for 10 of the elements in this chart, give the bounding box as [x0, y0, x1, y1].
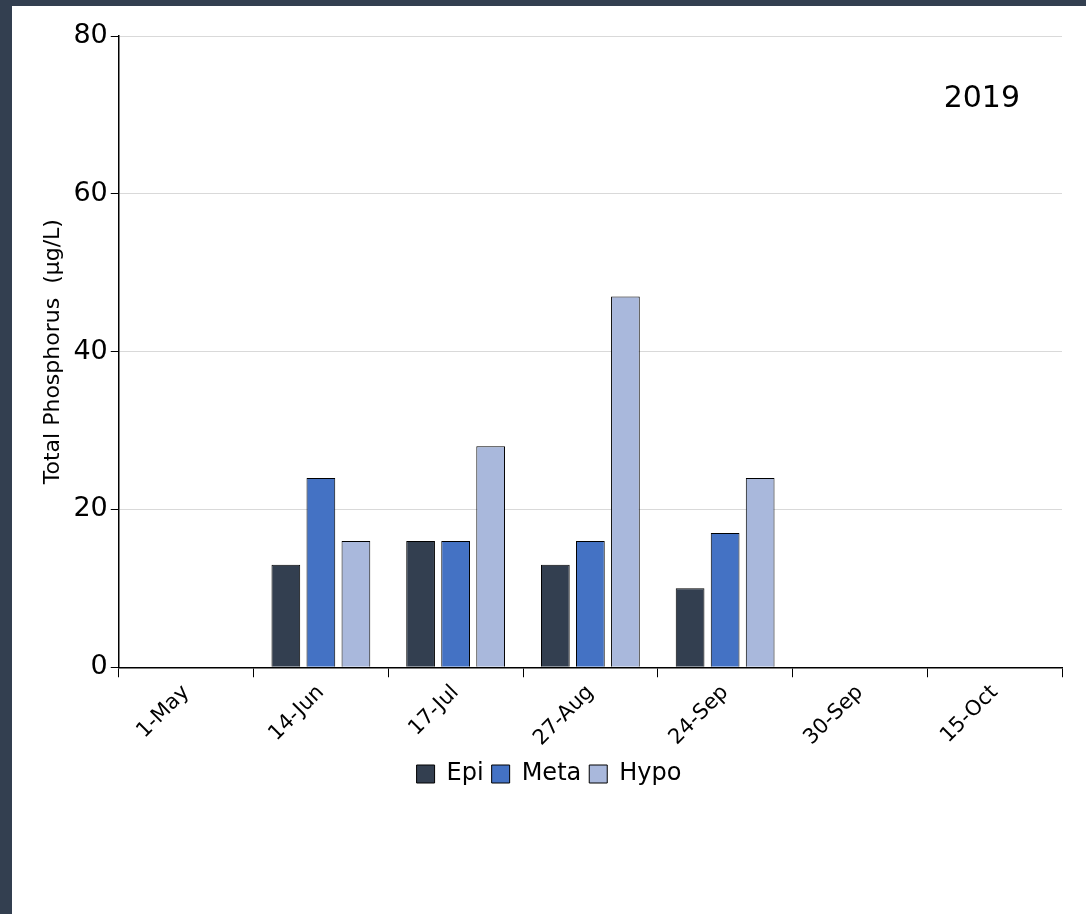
y-tick-label: 0: [90, 649, 108, 681]
y-axis-title: Total Phosphorus (µg/L): [38, 219, 64, 486]
legend-label: Epi: [446, 758, 484, 787]
legend-label: Meta: [521, 758, 582, 787]
legend-label: Hypo: [619, 758, 682, 787]
y-tick-label: 60: [73, 175, 108, 207]
y-tick-label: 40: [73, 333, 108, 365]
y-tick-label: 80: [73, 18, 108, 50]
y-tick-label: 20: [73, 491, 108, 523]
annotation: 2019: [943, 78, 1020, 114]
